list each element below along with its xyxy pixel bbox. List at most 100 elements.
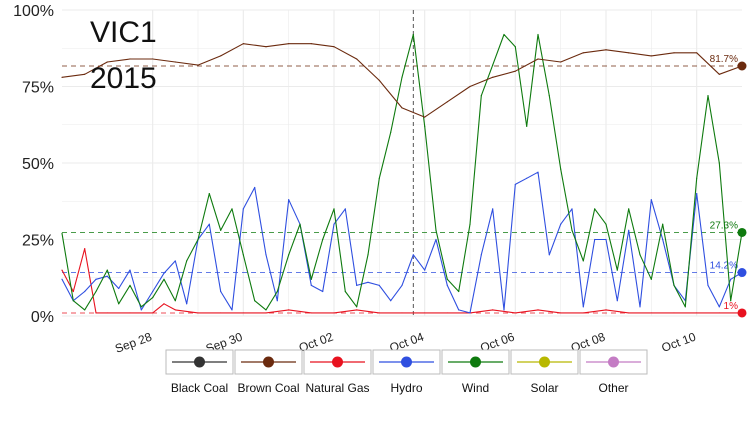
brown-coal-data-point bbox=[469, 85, 471, 88]
y-tick-label: 50% bbox=[22, 156, 54, 173]
brown-coal-data-point bbox=[356, 58, 358, 60]
wind-data-point bbox=[650, 278, 652, 280]
wind-data-point bbox=[288, 254, 290, 256]
natural-gas-reference-label: 1% bbox=[724, 301, 739, 312]
wind-data-point bbox=[718, 162, 720, 164]
hydro-data-point bbox=[718, 306, 720, 308]
wind-data-point bbox=[673, 284, 675, 286]
legend-item-brown-coal[interactable]: Brown Coal bbox=[234, 349, 303, 395]
legend-item-black-coal[interactable]: Black Coal bbox=[165, 349, 234, 395]
hydro-data-point bbox=[276, 300, 278, 302]
wind-data-point bbox=[526, 125, 528, 127]
brown-coal-data-point bbox=[718, 73, 720, 75]
hydro-data-point bbox=[582, 306, 584, 308]
wind-data-point bbox=[503, 33, 505, 36]
hydro-data-point bbox=[163, 272, 165, 274]
natural-gas-series-line bbox=[61, 248, 742, 314]
hydro-data-point bbox=[639, 306, 641, 308]
natural-gas-data-point bbox=[163, 303, 165, 305]
hydro-data-point bbox=[344, 208, 346, 210]
wind-data-point bbox=[378, 177, 380, 179]
natural-gas-data-point bbox=[106, 312, 108, 314]
brown-coal-data-point bbox=[242, 43, 244, 45]
natural-gas-data-point bbox=[95, 312, 97, 314]
hydro-data-point bbox=[650, 199, 652, 201]
hydro-data-point bbox=[390, 300, 392, 302]
hydro-data-point bbox=[310, 284, 312, 286]
hydro-data-point bbox=[322, 290, 324, 293]
wind-data-point bbox=[594, 208, 596, 210]
wind-data-point bbox=[696, 177, 698, 179]
wind-data-point bbox=[480, 95, 482, 97]
legend-label: Wind bbox=[462, 381, 489, 395]
natural-gas-data-point bbox=[129, 312, 131, 314]
hydro-data-point bbox=[458, 309, 460, 311]
wind-data-point bbox=[84, 309, 86, 311]
hydro-data-point bbox=[628, 229, 630, 231]
natural-gas-data-point bbox=[378, 312, 380, 314]
hydro-data-point bbox=[492, 208, 494, 210]
hydro-data-point bbox=[288, 199, 290, 201]
wind-data-point bbox=[548, 95, 550, 97]
natural-gas-data-point bbox=[72, 290, 74, 293]
legend-item-other[interactable]: Other bbox=[579, 349, 648, 395]
wind-data-point bbox=[322, 238, 324, 241]
wind-data-point bbox=[458, 290, 460, 293]
wind-data-point bbox=[310, 278, 312, 280]
hydro-data-point bbox=[616, 300, 618, 302]
wind-data-point bbox=[129, 284, 131, 286]
hydro-reference-label: 14.2% bbox=[710, 261, 738, 272]
natural-gas-data-point bbox=[333, 312, 335, 314]
hydro-data-point bbox=[118, 287, 120, 290]
chart-title-year: 2015 bbox=[90, 62, 157, 95]
hydro-data-point bbox=[378, 284, 380, 286]
wind-data-point bbox=[152, 297, 154, 299]
natural-gas-data-point bbox=[424, 312, 426, 314]
natural-gas-data-point bbox=[537, 309, 539, 311]
wind-data-point bbox=[424, 125, 426, 127]
brown-coal-data-point bbox=[537, 58, 539, 60]
legend-label: Solar bbox=[530, 381, 558, 395]
hydro-data-point bbox=[730, 278, 732, 280]
wind-data-point bbox=[492, 64, 494, 66]
legend-label: Brown Coal bbox=[237, 381, 299, 395]
legend-item-wind[interactable]: Wind bbox=[441, 349, 510, 395]
brown-coal-data-point bbox=[492, 76, 494, 78]
natural-gas-data-point bbox=[356, 309, 358, 311]
wind-data-point bbox=[571, 229, 573, 231]
legend-key-marker bbox=[401, 356, 412, 368]
legend-key-marker bbox=[470, 356, 481, 368]
brown-coal-data-point bbox=[401, 107, 403, 109]
legend-label: Hydro bbox=[390, 381, 422, 395]
natural-gas-data-point bbox=[242, 312, 244, 314]
natural-gas-data-point bbox=[84, 248, 86, 250]
natural-gas-data-point bbox=[265, 312, 267, 314]
hydro-data-point bbox=[537, 171, 539, 173]
brown-coal-data-point bbox=[628, 52, 630, 54]
legend-item-hydro[interactable]: Hydro bbox=[372, 349, 441, 395]
hydro-data-point bbox=[503, 309, 505, 311]
natural-gas-data-point bbox=[310, 312, 312, 314]
wind-data-point bbox=[390, 131, 392, 133]
hydro-data-point bbox=[254, 186, 256, 189]
legend-item-natural-gas[interactable]: Natural Gas bbox=[303, 349, 372, 395]
brown-coal-data-point bbox=[265, 46, 267, 48]
y-tick-label: 25% bbox=[22, 233, 54, 250]
brown-coal-data-point bbox=[288, 43, 290, 45]
natural-gas-data-point bbox=[220, 312, 222, 314]
hydro-data-point bbox=[208, 223, 210, 225]
hydro-data-point bbox=[446, 284, 448, 286]
wind-data-point bbox=[242, 254, 244, 256]
x-tick-label: Sep 28 bbox=[113, 330, 154, 356]
legend-item-solar[interactable]: Solar bbox=[510, 349, 579, 395]
hydro-data-point bbox=[242, 208, 244, 210]
natural-gas-data-point bbox=[401, 312, 403, 314]
y-tick-label: 0% bbox=[31, 309, 54, 326]
brown-coal-data-point bbox=[650, 55, 652, 57]
wind-data-point bbox=[231, 208, 233, 210]
wind-data-point bbox=[174, 300, 176, 302]
hydro-data-point bbox=[356, 284, 358, 286]
hydro-data-point bbox=[594, 238, 596, 241]
wind-data-point bbox=[582, 260, 584, 262]
